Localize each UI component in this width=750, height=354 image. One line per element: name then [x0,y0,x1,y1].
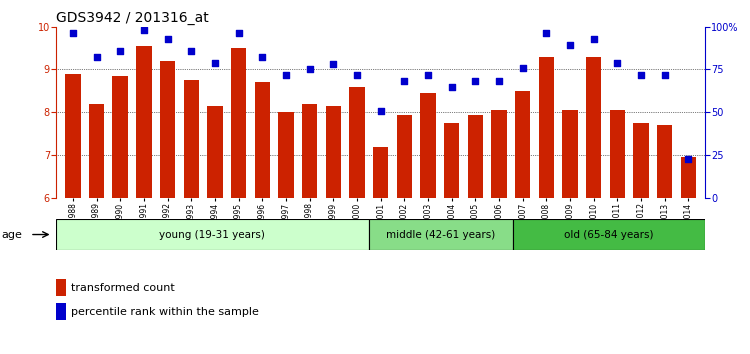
Bar [254,82,270,354]
Point [327,62,339,67]
Bar [468,115,483,354]
Bar [207,106,223,354]
Text: middle (42-61 years): middle (42-61 years) [386,229,495,240]
Point [280,72,292,78]
Point [540,30,552,36]
Point [635,72,647,78]
Point [232,30,244,36]
Point [161,36,173,41]
Bar [562,110,578,354]
Point [67,30,79,36]
Bar [610,110,625,354]
Bar [681,158,696,354]
Bar [184,80,199,354]
Point [611,60,623,65]
Bar [420,93,436,354]
Bar [657,125,673,354]
Bar [491,110,507,354]
Bar [231,48,246,354]
Point [304,67,316,72]
Point [658,72,670,78]
Bar [112,76,128,354]
Bar [350,87,364,354]
Point [493,79,505,84]
Point [351,72,363,78]
Bar [65,74,80,354]
Text: age: age [2,229,22,240]
Bar [373,147,388,354]
Bar [56,303,66,320]
Point [138,27,150,33]
Point [185,48,197,53]
Text: GDS3942 / 201316_at: GDS3942 / 201316_at [56,11,209,25]
Point [470,79,482,84]
Bar [160,61,176,354]
Point [422,72,434,78]
Bar [634,123,649,354]
Point [375,108,387,114]
Bar [444,123,459,354]
Bar [326,106,341,354]
Bar [302,104,317,354]
Text: young (19-31 years): young (19-31 years) [160,229,266,240]
Bar [513,219,705,250]
Bar [88,104,104,354]
Bar [56,219,368,250]
Point [517,65,529,70]
Bar [278,113,293,354]
Bar [515,91,530,354]
Bar [56,280,66,297]
Text: old (65-84 years): old (65-84 years) [564,229,654,240]
Point [114,48,126,53]
Point [682,156,694,161]
Point [256,55,268,60]
Bar [136,46,152,354]
Point [398,79,410,84]
Bar [586,57,602,354]
Point [564,42,576,48]
Point [209,60,221,65]
Point [446,84,458,90]
Bar [368,219,513,250]
Bar [397,115,412,354]
Bar [538,57,554,354]
Text: percentile rank within the sample: percentile rank within the sample [71,307,260,317]
Point [91,55,103,60]
Text: transformed count: transformed count [71,283,175,293]
Point [588,36,600,41]
